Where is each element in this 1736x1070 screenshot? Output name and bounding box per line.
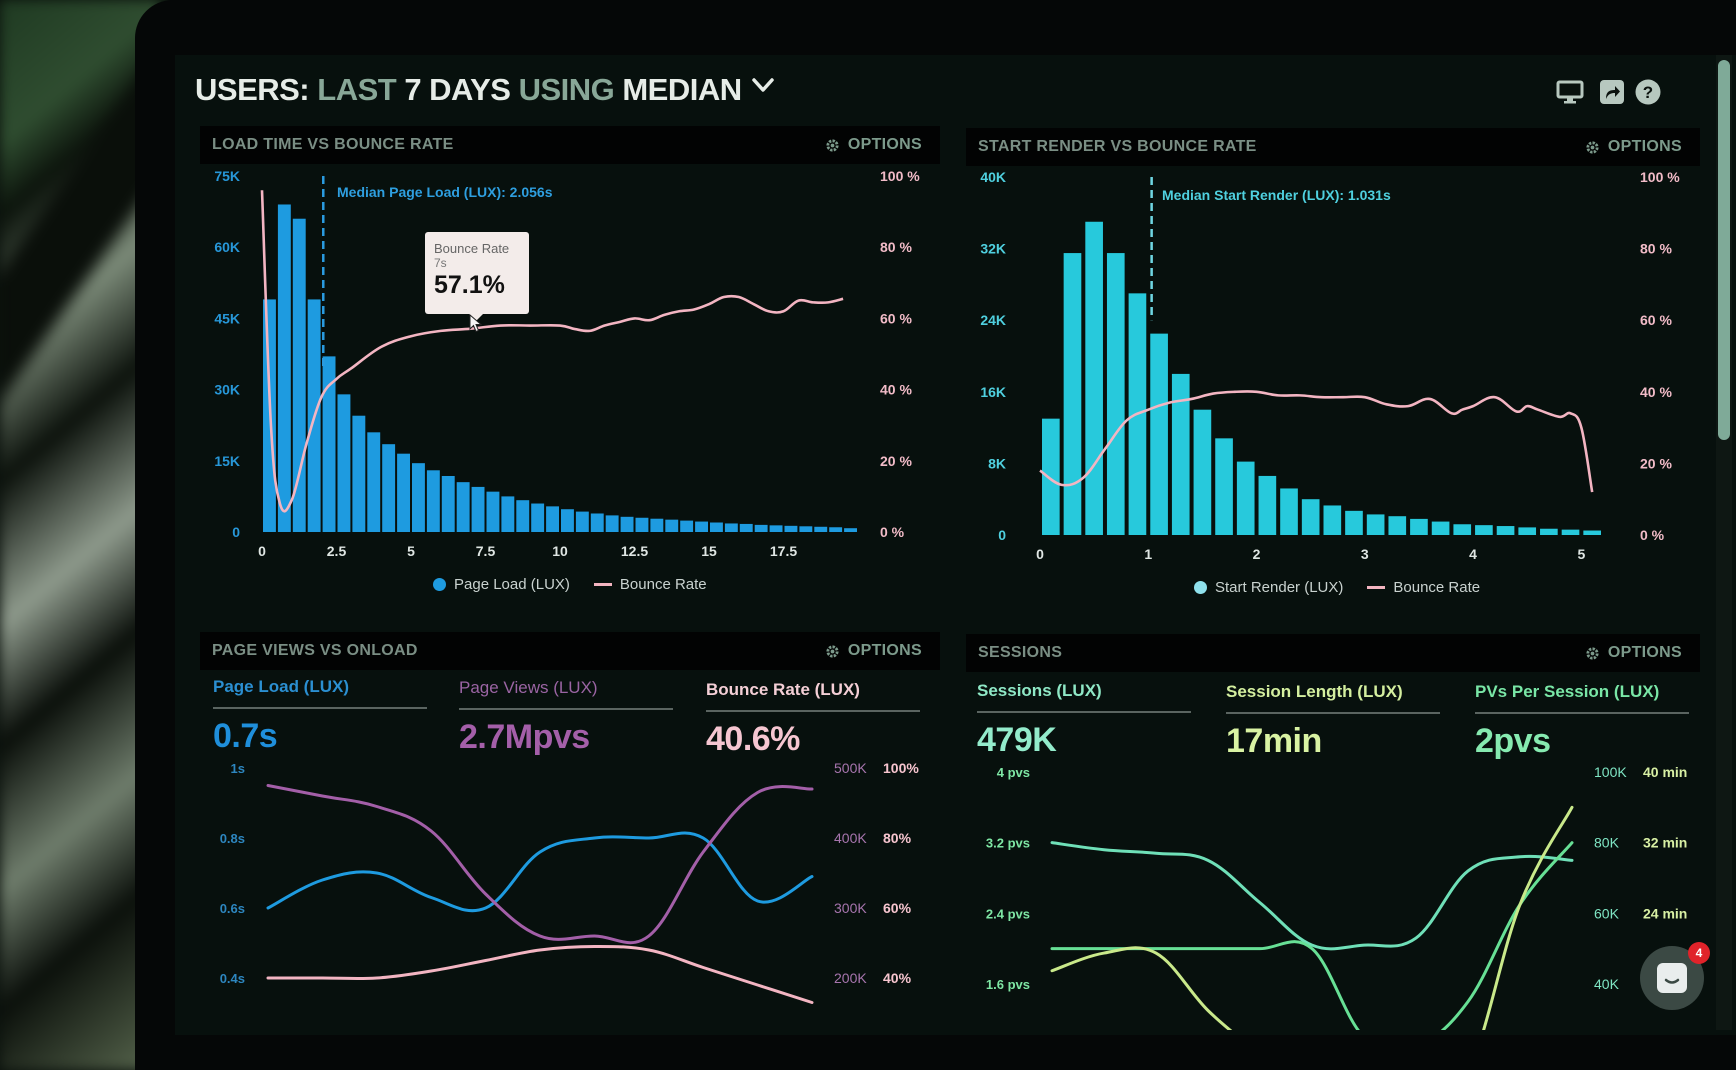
options-button[interactable]: OPTIONS (825, 642, 922, 660)
legend-label: Bounce Rate (619, 576, 707, 593)
page-title[interactable]: USERS: LAST 7 DAYS USING MEDIAN (195, 72, 774, 108)
legend-label: Page Load (LUX) (454, 576, 570, 593)
legend-item-start-render[interactable]: Start Render (LUX) (1194, 579, 1343, 596)
gear-icon (1586, 140, 1599, 154)
notification-badge: 4 (1688, 942, 1710, 964)
gear-icon (826, 644, 839, 658)
title-aggregation: MEDIAN (622, 72, 742, 107)
tooltip-series: Bounce Rate (434, 241, 510, 256)
metric-label: Page Load (LUX) (213, 677, 427, 709)
title-period: 7 DAYS (404, 72, 511, 107)
panel-header-load-time: LOAD TIME VS BOUNCE RATE OPTIONS (200, 126, 940, 164)
legend-dash (1367, 586, 1386, 589)
gear-icon (1586, 646, 1599, 660)
metric-pvs-per-session[interactable]: PVs Per Session (LUX) 2pvs (1475, 682, 1689, 761)
median-page-load-label: Median Page Load (LUX): 2.056s (337, 184, 553, 200)
legend-label: Bounce Rate (1393, 579, 1481, 596)
panel-title: SESSIONS (978, 644, 1063, 661)
chat-icon (1657, 963, 1687, 993)
help-icon[interactable]: ? (1634, 78, 1662, 106)
tooltip-value: 57.1% (434, 271, 505, 299)
panel-title: LOAD TIME VS BOUNCE RATE (212, 136, 454, 153)
title-last: LAST (309, 72, 405, 107)
legend-item-page-load[interactable]: Page Load (LUX) (433, 576, 570, 593)
title-using: USING (510, 72, 623, 107)
monitor-icon[interactable] (1556, 78, 1584, 106)
metric-label: Sessions (LUX) (977, 681, 1191, 713)
options-button[interactable]: OPTIONS (1585, 138, 1682, 156)
load-time-legend: Page Load (LUX) Bounce Rate (433, 576, 721, 593)
legend-item-bounce-rate[interactable]: Bounce Rate (1367, 579, 1480, 596)
mouse-cursor-icon (469, 314, 483, 333)
legend-item-bounce-rate[interactable]: Bounce Rate (593, 576, 707, 593)
start-render-legend: Start Render (LUX) Bounce Rate (1194, 579, 1494, 596)
metric-bounce-rate[interactable]: Bounce Rate (LUX) 40.6% (706, 680, 920, 759)
legend-dash (593, 583, 612, 586)
options-label: OPTIONS (1607, 644, 1682, 661)
legend-dot (1194, 581, 1207, 594)
legend-dot (433, 578, 446, 591)
options-label: OPTIONS (847, 136, 922, 153)
header-toolbar: ? (1556, 78, 1736, 108)
title-users: USERS: (195, 72, 310, 107)
metric-value: 0.7s (213, 717, 278, 755)
options-label: OPTIONS (1607, 138, 1682, 155)
metric-sessions[interactable]: Sessions (LUX) 479K (977, 681, 1191, 760)
metric-value: 2pvs (1475, 722, 1551, 760)
svg-text:?: ? (1643, 83, 1653, 102)
metric-label: Session Length (LUX) (1226, 682, 1440, 714)
options-button[interactable]: OPTIONS (1585, 644, 1682, 662)
scrollbar-thumb[interactable] (1718, 60, 1730, 440)
dashboard-screen (175, 55, 1736, 1035)
metric-label: Bounce Rate (LUX) (706, 680, 920, 712)
median-start-render-label: Median Start Render (LUX): 1.031s (1162, 187, 1391, 203)
metric-page-load[interactable]: Page Load (LUX) 0.7s (213, 677, 427, 756)
tooltip-x: 7s (434, 256, 447, 270)
bounce-rate-tooltip: Bounce Rate 7s 57.1% (425, 232, 529, 321)
legend-label: Start Render (LUX) (1215, 579, 1344, 596)
metric-value: 2.7Mpvs (459, 718, 590, 756)
background-plant (0, 0, 160, 1070)
panel-header-page-views: PAGE VIEWS VS ONLOAD OPTIONS (200, 632, 940, 670)
options-button[interactable]: OPTIONS (825, 136, 922, 154)
metric-session-length[interactable]: Session Length (LUX) 17min (1226, 682, 1440, 761)
panel-title: PAGE VIEWS VS ONLOAD (212, 642, 418, 659)
metric-page-views[interactable]: Page Views (LUX) 2.7Mpvs (459, 678, 673, 757)
panel-title: START RENDER VS BOUNCE RATE (978, 138, 1257, 155)
metric-value: 17min (1226, 722, 1322, 760)
metric-label: Page Views (LUX) (459, 678, 673, 710)
gear-icon (826, 138, 839, 152)
chat-button[interactable]: 4 (1640, 942, 1710, 1010)
panel-header-start-render: START RENDER VS BOUNCE RATE OPTIONS (966, 128, 1700, 166)
metric-value: 40.6% (706, 720, 800, 758)
panel-header-sessions: SESSIONS OPTIONS (966, 634, 1700, 672)
options-label: OPTIONS (847, 642, 922, 659)
share-icon[interactable] (1598, 78, 1626, 106)
metric-label: PVs Per Session (LUX) (1475, 682, 1689, 714)
chevron-down-icon[interactable] (751, 74, 774, 96)
metric-value: 479K (977, 721, 1057, 759)
